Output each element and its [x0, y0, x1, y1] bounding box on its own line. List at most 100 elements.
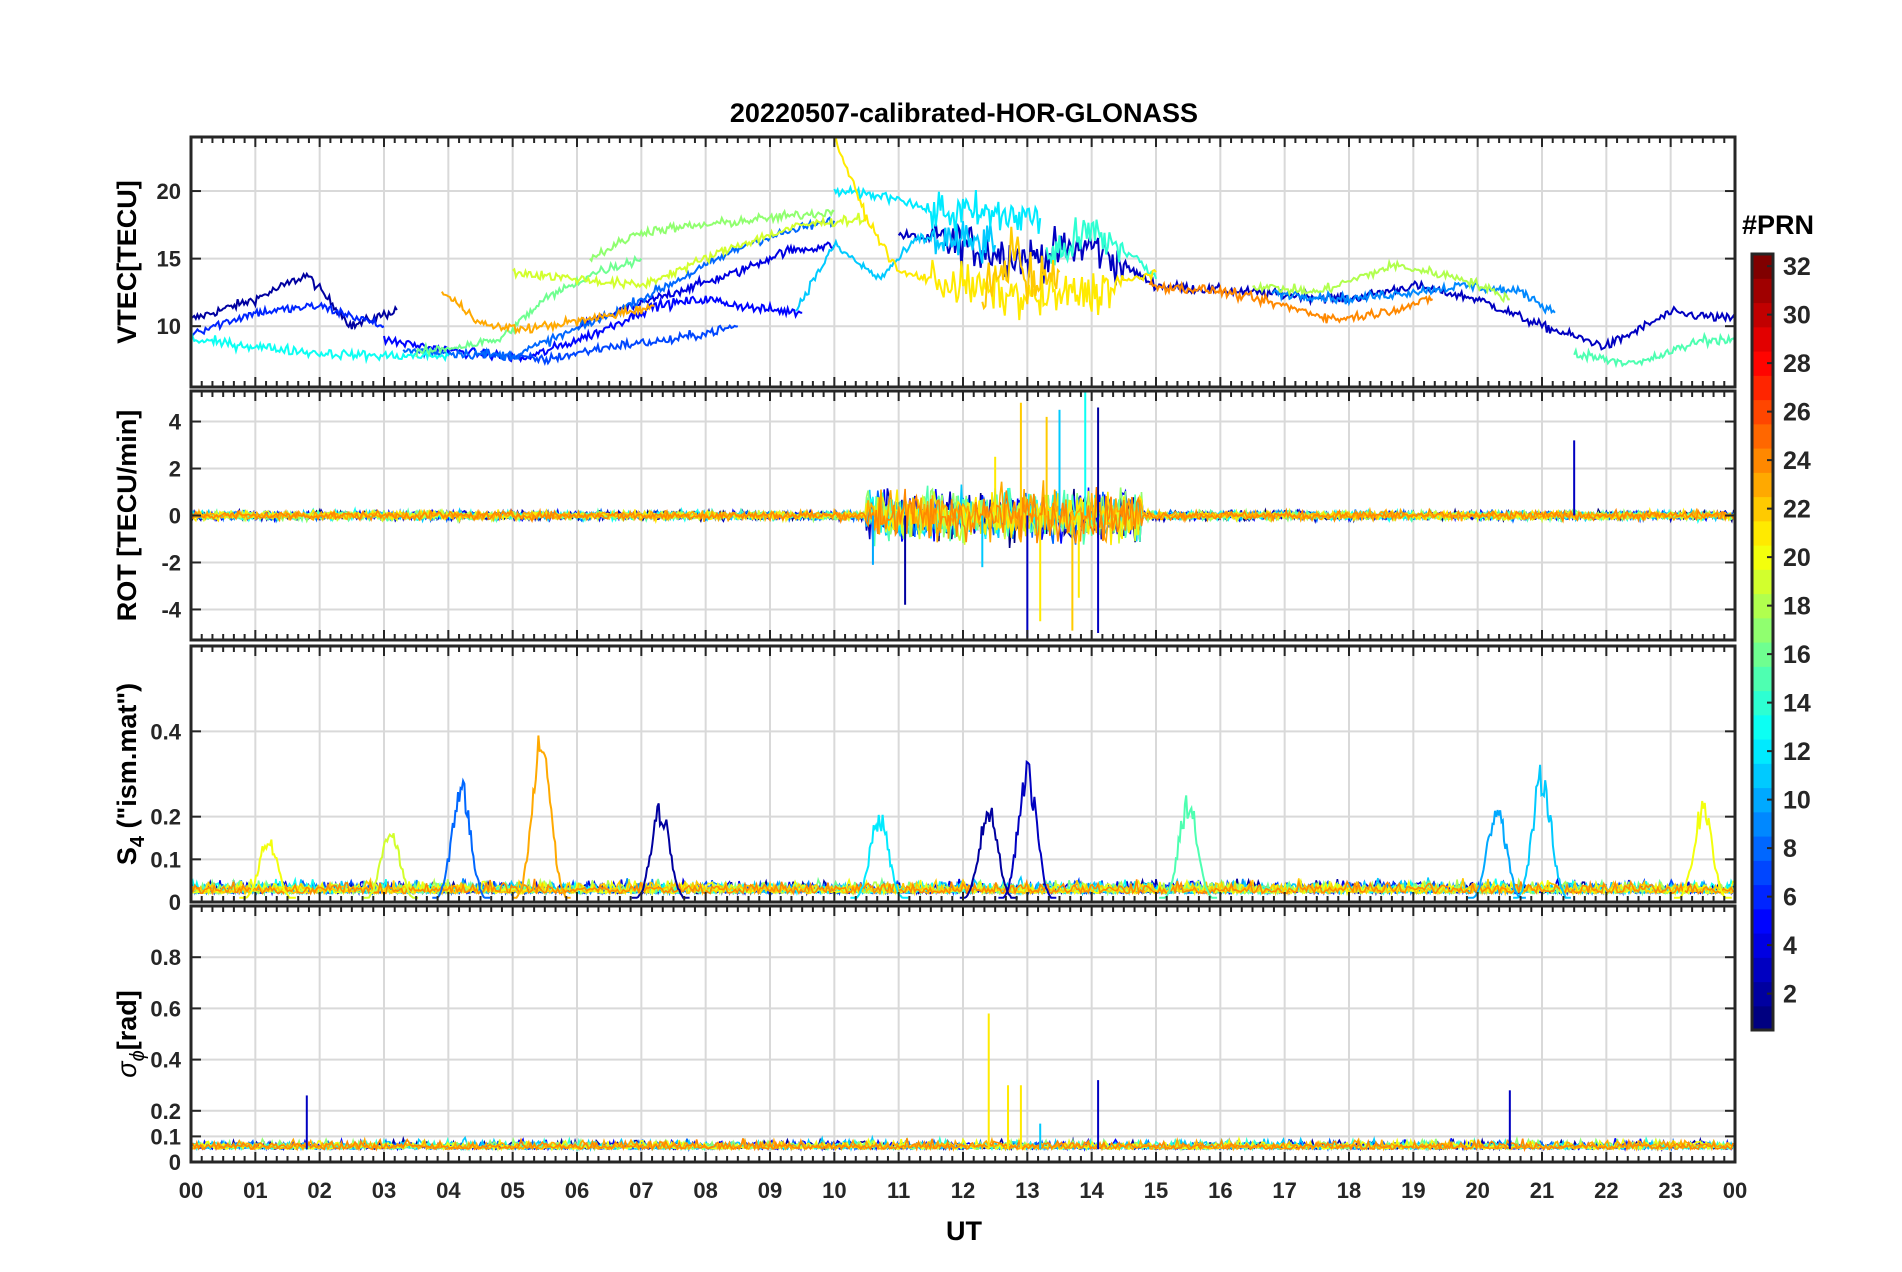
colorbar-swatch: [1752, 593, 1773, 619]
vtec-series-line: [1573, 331, 1735, 369]
colorbar-tick-label: 16: [1783, 641, 1811, 669]
colorbar-tick-label: 8: [1783, 835, 1797, 863]
vtec-series-line: [191, 333, 450, 365]
vtec-series-line: [479, 323, 739, 366]
colorbar-swatch: [1752, 908, 1773, 934]
y-tick-label: 0.4: [150, 719, 181, 744]
colorbar-swatch: [1752, 690, 1773, 716]
x-tick-label: 00: [179, 1178, 203, 1203]
x-tick-label: 09: [758, 1178, 782, 1203]
colorbar-tick-label: 32: [1783, 253, 1811, 281]
y-tick-label: 10: [157, 314, 181, 339]
colorbar-swatch: [1752, 666, 1773, 692]
y-axis-label: S4 ("ism.mat"): [112, 683, 149, 865]
colorbar-tick-label: 12: [1783, 738, 1811, 766]
sigma-series-line: [191, 1137, 1734, 1153]
colorbar-swatch: [1752, 399, 1773, 425]
y-tick-label: 4: [169, 410, 182, 435]
y-tick-label: 15: [157, 247, 181, 272]
colorbar-swatch: [1752, 860, 1773, 886]
colorbar-tick-label: 4: [1783, 932, 1797, 960]
y-axis-label-subscript: 4: [127, 835, 149, 847]
s4-peak: [432, 777, 491, 899]
colorbar-tick-label: 30: [1783, 302, 1811, 330]
y-tick-label: -4: [161, 597, 181, 622]
colorbar-swatch: [1752, 1005, 1773, 1031]
vtec-series-line: [512, 212, 867, 290]
s4-peak: [959, 807, 1018, 899]
colorbar-swatch: [1752, 739, 1773, 764]
panel-vtec: 10 15 20 VTEC[TECU]: [112, 135, 1737, 389]
colorbar-tick-label: 22: [1783, 496, 1811, 524]
colorbar-swatch: [1752, 569, 1773, 595]
y-tick-label: 0.2: [150, 1099, 181, 1124]
y-tick-label: 0.6: [150, 996, 181, 1021]
colorbar-swatch: [1752, 326, 1773, 352]
s4-peak: [512, 735, 571, 899]
x-tick-label: 13: [1015, 1178, 1039, 1203]
x-tick-label: 10: [822, 1178, 846, 1203]
rot-series-line: [191, 486, 1735, 544]
x-tick-label: 14: [1079, 1178, 1104, 1203]
colorbar-tick-label: 26: [1783, 399, 1811, 427]
vtec-series-line: [576, 241, 836, 330]
panel-frame: [189, 389, 1737, 642]
colorbar-frame: [1750, 252, 1775, 1032]
vtec-series-line: [441, 291, 655, 335]
s4-series-line: [191, 878, 1734, 897]
vtec-series-line: [1252, 258, 1510, 304]
x-tick-label: 00: [1723, 1178, 1747, 1203]
x-tick-label: 15: [1144, 1178, 1168, 1203]
x-axis-label: UT: [946, 1216, 982, 1246]
panel-s4: 00.10.20.4S4 ("ism.mat"): [112, 644, 1737, 915]
colorbar-swatch: [1752, 957, 1773, 983]
colorbar-swatch: [1752, 496, 1773, 522]
vtec-series-line: [415, 254, 643, 358]
y-axis-label: VTEC[TECU]: [112, 180, 142, 344]
colorbar-swatch: [1752, 714, 1773, 740]
colorbar-swatch: [1752, 763, 1773, 789]
vtec-series-line: [191, 301, 385, 337]
y-tick-label: 0: [169, 890, 181, 915]
x-tick-label: 20: [1465, 1178, 1489, 1203]
y-tick-label: 0.8: [150, 945, 181, 970]
x-tick-label: 01: [243, 1178, 267, 1203]
chart-title: 20220507-calibrated-HOR-GLONASS: [730, 98, 1198, 128]
x-tick-label: 08: [693, 1178, 717, 1203]
x-tick-label: 11: [887, 1178, 910, 1203]
panel-data: [191, 391, 1735, 638]
colorbar-swatch: [1752, 302, 1773, 328]
colorbar-tick-label: 24: [1783, 447, 1811, 475]
s4-peak: [1673, 800, 1732, 899]
colorbar-swatch: [1752, 351, 1773, 376]
x-tick-label: 02: [307, 1178, 331, 1203]
colorbar-swatch: [1752, 981, 1773, 1007]
colorbar-swatch: [1752, 423, 1773, 449]
y-tick-label: 0.4: [150, 1048, 181, 1073]
colorbar-swatch: [1752, 933, 1773, 958]
x-tick-label: 23: [1658, 1178, 1682, 1203]
y-axis-label-base: σ: [112, 1060, 142, 1078]
x-tick-label: 21: [1530, 1178, 1554, 1203]
s4-peak: [239, 839, 296, 899]
x-tick-label: 06: [565, 1178, 589, 1203]
x-tick-label: 16: [1208, 1178, 1232, 1203]
x-tick-label: 19: [1401, 1178, 1425, 1203]
x-tick-label: 03: [372, 1178, 396, 1203]
colorbar-tick-label: 14: [1783, 690, 1811, 718]
vtec-series-line: [981, 226, 1061, 311]
panel-frame: [189, 135, 1737, 389]
colorbar-swatch: [1752, 884, 1773, 910]
y-tick-label: -2: [161, 550, 181, 575]
colorbar-swatch: [1752, 787, 1773, 813]
panel-sigma_phi: 00.10.20.40.60.8σϕ[rad]: [112, 904, 1737, 1175]
colorbar-swatch: [1752, 520, 1773, 546]
colorbar-tick-label: 10: [1783, 787, 1811, 815]
y-axis-label-subscript: ϕ: [127, 1050, 149, 1061]
x-tick-label: 05: [500, 1178, 524, 1203]
vtec-series-line: [834, 137, 1157, 321]
x-tick-label: 18: [1337, 1178, 1361, 1203]
panel-frame: [189, 644, 1737, 904]
